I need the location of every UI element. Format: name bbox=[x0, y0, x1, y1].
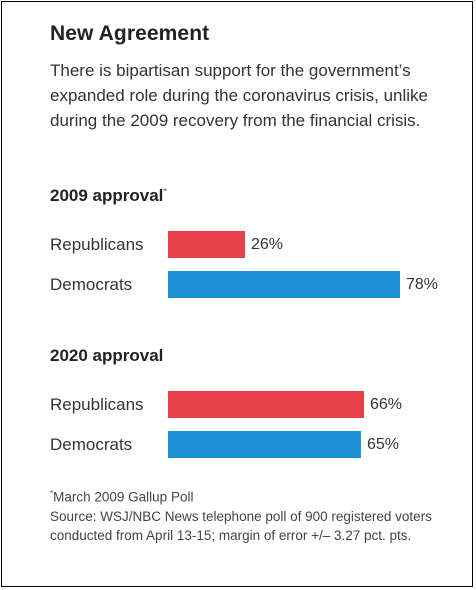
category-label-2020-democrats: Democrats bbox=[50, 435, 133, 454]
value-label-2020-republicans: 66% bbox=[370, 396, 403, 413]
category-label-2020-republicans: Republicans bbox=[50, 395, 144, 414]
bar-2020-democrats bbox=[168, 431, 361, 458]
footnote-marker: * bbox=[50, 489, 54, 498]
value-label-2020-democrats: 65% bbox=[367, 436, 400, 453]
section-title-2009: 2009 approval* bbox=[50, 186, 167, 206]
section-title-2009-text: 2009 approval bbox=[50, 186, 164, 205]
section-title-2020: 2020 approval bbox=[50, 346, 163, 366]
value-label-2009-republicans: 26% bbox=[251, 236, 284, 253]
section-title-2020-text: 2020 approval bbox=[50, 346, 164, 365]
footnote-gallup: *March 2009 Gallup Poll bbox=[50, 484, 450, 507]
bar-2009-republicans bbox=[168, 231, 245, 258]
footnote-gallup-text: March 2009 Gallup Poll bbox=[53, 489, 194, 505]
footnote: *March 2009 Gallup Poll Source: WSJ/NBC … bbox=[50, 484, 450, 545]
chart-title: New Agreement bbox=[50, 22, 210, 45]
footnote-source: Source: WSJ/NBC News telephone poll of 9… bbox=[50, 508, 432, 543]
section-title-2009-marker: * bbox=[163, 186, 167, 197]
category-label-2009-democrats: Democrats bbox=[50, 275, 133, 294]
value-label-2009-democrats: 78% bbox=[406, 276, 439, 293]
bar-2020-republicans bbox=[168, 391, 364, 418]
category-label-2009-republicans: Republicans bbox=[50, 235, 144, 254]
chart-subtitle: There is bipartisan support for the gove… bbox=[50, 61, 428, 130]
bar-2009-democrats bbox=[168, 271, 400, 298]
